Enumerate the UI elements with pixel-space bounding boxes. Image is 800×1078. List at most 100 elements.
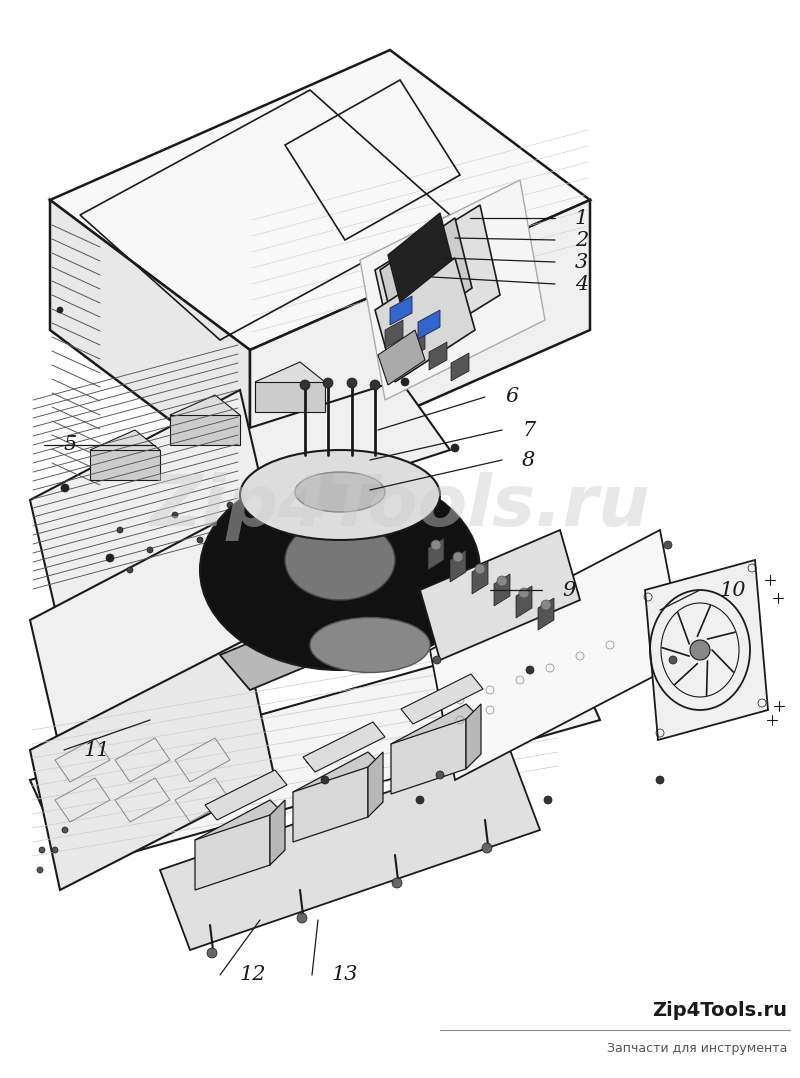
Polygon shape (205, 770, 287, 820)
Text: 1: 1 (575, 208, 588, 227)
Polygon shape (428, 538, 444, 570)
Text: 10: 10 (720, 580, 746, 599)
Polygon shape (380, 218, 472, 340)
Polygon shape (195, 800, 285, 855)
Circle shape (306, 756, 314, 764)
Text: 7: 7 (522, 420, 535, 440)
Polygon shape (385, 320, 403, 348)
Polygon shape (293, 752, 383, 807)
Circle shape (526, 666, 534, 674)
Polygon shape (375, 258, 475, 382)
Polygon shape (90, 430, 160, 470)
Polygon shape (170, 415, 240, 445)
Polygon shape (303, 722, 385, 772)
Circle shape (392, 877, 402, 888)
Polygon shape (538, 598, 554, 630)
Ellipse shape (200, 470, 480, 671)
Circle shape (436, 771, 444, 779)
Polygon shape (30, 510, 270, 750)
Circle shape (57, 307, 63, 313)
Circle shape (297, 913, 307, 923)
Polygon shape (90, 450, 160, 480)
Circle shape (106, 554, 114, 562)
Circle shape (117, 527, 123, 533)
Polygon shape (451, 353, 469, 381)
Polygon shape (50, 50, 590, 350)
Circle shape (321, 776, 329, 784)
Polygon shape (250, 201, 590, 480)
Circle shape (52, 847, 58, 853)
Polygon shape (30, 640, 275, 890)
Polygon shape (170, 395, 240, 436)
Polygon shape (645, 559, 768, 740)
Polygon shape (220, 555, 490, 690)
Circle shape (656, 776, 664, 784)
Polygon shape (195, 815, 270, 890)
Circle shape (62, 827, 68, 833)
Ellipse shape (310, 618, 430, 673)
Circle shape (497, 576, 507, 586)
Text: 12: 12 (240, 966, 266, 984)
Polygon shape (390, 296, 412, 324)
Ellipse shape (285, 520, 395, 600)
Circle shape (300, 381, 310, 390)
Circle shape (172, 512, 178, 519)
Circle shape (451, 444, 459, 452)
Circle shape (127, 567, 133, 573)
Polygon shape (472, 562, 488, 594)
Polygon shape (391, 719, 466, 794)
Polygon shape (270, 800, 285, 865)
Polygon shape (418, 310, 440, 338)
Circle shape (39, 847, 45, 853)
Text: 4: 4 (575, 275, 588, 293)
Circle shape (227, 502, 233, 508)
Polygon shape (30, 630, 600, 870)
Polygon shape (360, 180, 545, 400)
Polygon shape (466, 704, 481, 769)
Circle shape (690, 640, 710, 660)
Circle shape (207, 948, 217, 958)
Text: Запчасти для инструмента: Запчасти для инструмента (606, 1042, 787, 1055)
Circle shape (475, 564, 485, 573)
Polygon shape (55, 381, 450, 559)
Polygon shape (30, 390, 270, 630)
Polygon shape (255, 362, 325, 402)
Polygon shape (420, 530, 580, 660)
Text: 5: 5 (64, 436, 78, 455)
Polygon shape (450, 550, 466, 582)
Circle shape (61, 484, 69, 492)
Circle shape (370, 381, 380, 390)
Polygon shape (255, 382, 325, 412)
Circle shape (277, 492, 283, 498)
Circle shape (401, 378, 409, 386)
Circle shape (544, 796, 552, 804)
Circle shape (347, 378, 357, 388)
Circle shape (453, 552, 463, 562)
Circle shape (482, 843, 492, 853)
Circle shape (147, 547, 153, 553)
Circle shape (433, 657, 441, 664)
Circle shape (541, 600, 551, 610)
Ellipse shape (295, 472, 385, 512)
Text: 9: 9 (562, 580, 575, 599)
Text: 6: 6 (505, 387, 518, 406)
Circle shape (669, 657, 677, 664)
Text: 2: 2 (575, 231, 588, 249)
Polygon shape (430, 530, 685, 780)
Polygon shape (516, 586, 532, 618)
Polygon shape (494, 573, 510, 606)
Circle shape (323, 378, 333, 388)
Circle shape (519, 588, 529, 598)
Text: 3: 3 (575, 252, 588, 272)
Polygon shape (401, 674, 483, 724)
Text: Zip4Tools.ru: Zip4Tools.ru (150, 472, 650, 541)
Polygon shape (429, 342, 447, 370)
Text: 8: 8 (522, 451, 535, 470)
Polygon shape (375, 205, 500, 360)
Circle shape (664, 541, 672, 549)
Polygon shape (391, 704, 481, 759)
Polygon shape (407, 331, 425, 359)
Polygon shape (378, 330, 425, 385)
Text: Zip4Tools.ru: Zip4Tools.ru (652, 1001, 787, 1020)
Circle shape (37, 867, 43, 873)
